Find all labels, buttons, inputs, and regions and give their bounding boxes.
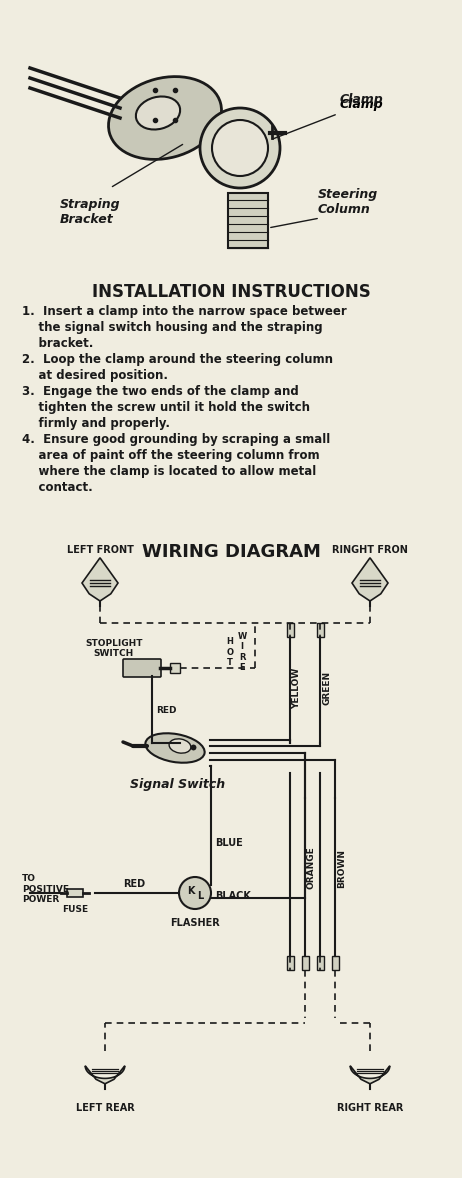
Ellipse shape <box>169 739 191 753</box>
Polygon shape <box>352 558 388 601</box>
FancyBboxPatch shape <box>123 659 161 677</box>
Bar <box>228 193 268 249</box>
Text: 4.  Ensure good grounding by scraping a small: 4. Ensure good grounding by scraping a s… <box>22 434 330 446</box>
Text: WIRING DIAGRAM: WIRING DIAGRAM <box>141 543 321 561</box>
Polygon shape <box>350 1066 390 1084</box>
Text: W
I
R
E: W I R E <box>237 631 247 673</box>
Bar <box>332 957 339 969</box>
Bar <box>302 957 309 969</box>
Text: GREEN: GREEN <box>322 671 331 706</box>
Text: contact.: contact. <box>22 481 93 494</box>
Ellipse shape <box>146 733 205 762</box>
Circle shape <box>212 120 268 176</box>
Text: FLASHER: FLASHER <box>170 918 220 928</box>
Text: H
O
T: H O T <box>226 637 233 667</box>
Text: BLACK: BLACK <box>215 891 251 901</box>
Text: K: K <box>187 886 195 896</box>
Text: INSTALLATION INSTRUCTIONS: INSTALLATION INSTRUCTIONS <box>91 283 371 302</box>
Text: LEFT FRONT: LEFT FRONT <box>67 545 134 555</box>
Bar <box>286 957 293 969</box>
Text: FUSE: FUSE <box>62 905 88 914</box>
Text: RED: RED <box>156 706 176 715</box>
Text: tighten the screw until it hold the switch: tighten the screw until it hold the swit… <box>22 401 310 413</box>
Text: Steering
Column: Steering Column <box>318 188 378 216</box>
Text: L: L <box>197 891 203 901</box>
Bar <box>286 623 293 637</box>
Text: Signal Switch: Signal Switch <box>130 777 225 790</box>
Circle shape <box>200 108 280 188</box>
Text: bracket.: bracket. <box>22 337 93 350</box>
Bar <box>67 889 83 896</box>
Text: BROWN: BROWN <box>337 848 346 887</box>
Text: 3.  Engage the two ends of the clamp and: 3. Engage the two ends of the clamp and <box>22 385 299 398</box>
Ellipse shape <box>109 77 221 159</box>
Text: RIGHT REAR: RIGHT REAR <box>337 1103 403 1113</box>
Text: RINGHT FRON: RINGHT FRON <box>332 545 408 555</box>
Text: 2.  Loop the clamp around the steering column: 2. Loop the clamp around the steering co… <box>22 353 333 366</box>
Text: firmly and properly.: firmly and properly. <box>22 417 170 430</box>
Text: 1.  Insert a clamp into the narrow space betweer: 1. Insert a clamp into the narrow space … <box>22 305 347 318</box>
Text: STOPLIGHT
SWITCH: STOPLIGHT SWITCH <box>85 638 143 659</box>
Text: Straping
Bracket: Straping Bracket <box>60 198 121 226</box>
Bar <box>316 623 323 637</box>
Text: ORANGE: ORANGE <box>307 847 316 889</box>
Text: Clamp: Clamp <box>340 93 384 106</box>
Polygon shape <box>85 1066 125 1084</box>
Text: LEFT REAR: LEFT REAR <box>76 1103 134 1113</box>
Polygon shape <box>82 558 118 601</box>
Circle shape <box>179 876 211 909</box>
Text: YELLOW: YELLOW <box>292 668 301 709</box>
Text: area of paint off the steering column from: area of paint off the steering column fr… <box>22 449 320 462</box>
Text: Clamp: Clamp <box>273 98 384 139</box>
Text: BLUE: BLUE <box>215 838 243 848</box>
Bar <box>316 957 323 969</box>
Text: where the clamp is located to allow metal: where the clamp is located to allow meta… <box>22 465 316 478</box>
Text: TO
POSITIVE
POWER: TO POSITIVE POWER <box>22 874 69 904</box>
Bar <box>170 663 180 673</box>
Ellipse shape <box>136 97 180 130</box>
Text: the signal switch housing and the straping: the signal switch housing and the strapi… <box>22 320 322 335</box>
Text: at desired position.: at desired position. <box>22 369 168 382</box>
Text: RED: RED <box>123 879 145 889</box>
